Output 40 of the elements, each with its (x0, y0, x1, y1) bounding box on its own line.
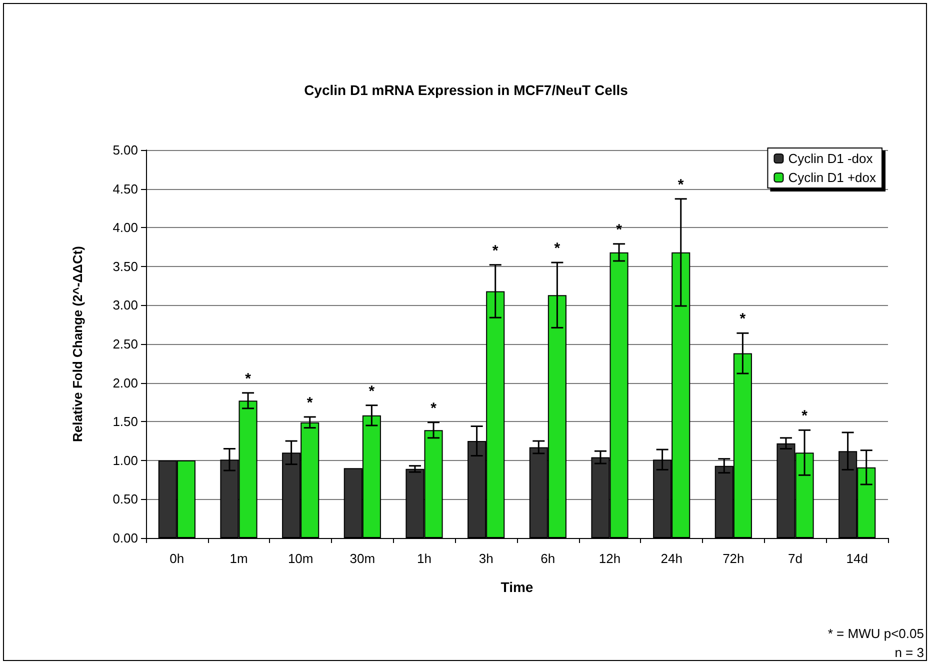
y-tick-label: 3.50 (112, 258, 138, 274)
annotation: * (616, 221, 622, 238)
annotation: * (306, 394, 313, 412)
annotation: * (678, 176, 684, 194)
x-tick-label: 6h (540, 551, 556, 566)
x-tick-label: 1h (417, 551, 432, 566)
text: n = 3 (894, 644, 924, 662)
x-tick-label: 1m (230, 551, 248, 566)
legend-label: Cyclin D1 -dox (788, 151, 874, 166)
x-tick-label: 7d (788, 551, 802, 566)
chart-title: Cyclin D1 mRNA Expression in MCF7/NeuT Cells (304, 82, 628, 98)
y-tick-label: 2.50 (112, 336, 138, 352)
y-tick-label: 1.00 (112, 452, 138, 468)
annotation: * (802, 408, 808, 425)
annotation: * (492, 242, 498, 260)
x-tick-label: 12h (598, 551, 621, 566)
y-tick-label: 4.00 (112, 220, 138, 236)
x-tick-label: 10m (288, 551, 314, 566)
x-axis-title: Time (500, 579, 534, 595)
y-axis-title: Relative Fold Change (2^-ΔΔCt) (70, 246, 85, 442)
y-tick-label: 3.00 (112, 298, 138, 313)
annotation: * (368, 382, 375, 400)
x-tick-label: 3h (478, 551, 494, 566)
y-tick-label: 2.00 (112, 375, 138, 390)
y-tick-label: 1.50 (112, 414, 138, 430)
x-tick-label: 24h (660, 551, 682, 566)
annotation: * (430, 400, 437, 417)
x-tick-label: 14d (846, 551, 868, 566)
legend-label: Cyclin D1 +dox (788, 170, 876, 185)
annotation: * (554, 240, 560, 258)
text: * = MWU p<0.05 (828, 625, 924, 643)
y-tick-label: 4.50 (112, 181, 138, 196)
annotation: * (245, 370, 252, 388)
x-tick-label: 0h (170, 551, 184, 566)
y-tick-label: 0.50 (112, 492, 138, 507)
y-tick-label: 0.00 (112, 530, 138, 546)
x-tick-label: 72h (722, 551, 744, 566)
y-tick-label: 5.00 (112, 142, 138, 158)
annotation: * (740, 310, 746, 328)
x-tick-label: 30m (350, 551, 376, 566)
